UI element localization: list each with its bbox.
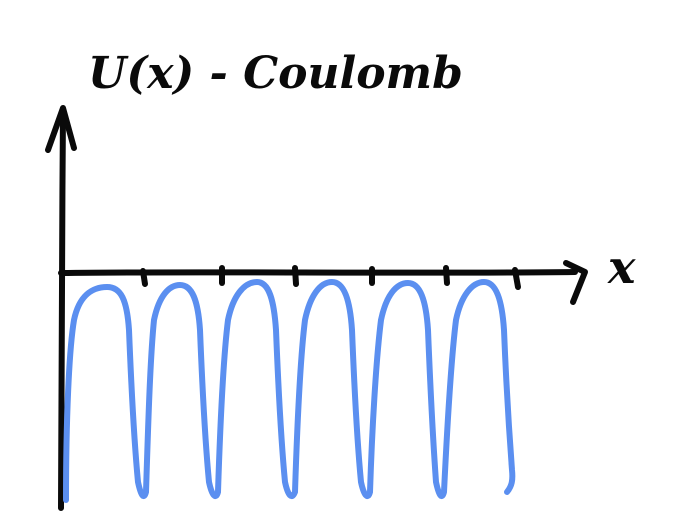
y-axis <box>48 108 74 508</box>
y-axis-line <box>61 110 63 508</box>
x-axis-line <box>61 272 575 273</box>
x-axis-tick <box>515 270 518 287</box>
x-axis-label: x <box>607 240 636 294</box>
coulomb-potential-curve <box>66 282 512 500</box>
x-axis-arrowhead <box>566 263 585 302</box>
x-axis-tick <box>446 268 447 283</box>
x-axis-tick <box>295 268 296 284</box>
diagram-title: U(x) - Coulomb <box>88 48 463 99</box>
x-axis-tick <box>143 271 145 284</box>
